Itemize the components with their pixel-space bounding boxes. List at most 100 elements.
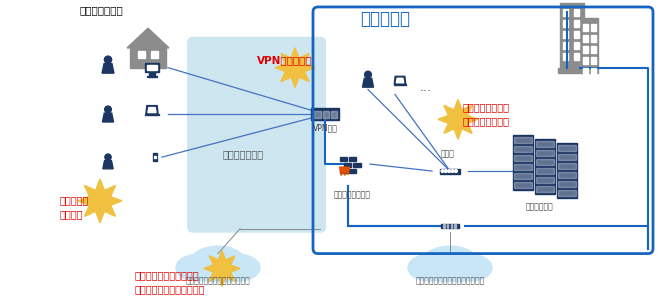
Bar: [558, 172, 576, 178]
Bar: [323, 111, 329, 118]
Bar: [563, 9, 568, 16]
Text: 社内システム: 社内システム: [526, 202, 554, 211]
Bar: [536, 150, 554, 156]
Bar: [591, 46, 596, 53]
Polygon shape: [438, 99, 478, 139]
Ellipse shape: [189, 246, 246, 281]
Text: VPN装置: VPN装置: [313, 123, 337, 132]
Polygon shape: [103, 160, 113, 169]
Bar: [331, 111, 337, 118]
Ellipse shape: [442, 261, 475, 282]
Bar: [535, 139, 555, 194]
Bar: [563, 53, 568, 60]
Bar: [443, 224, 445, 228]
Bar: [563, 20, 568, 27]
Bar: [514, 155, 532, 161]
Text: 外部サービスの利用増加
（情報漏洩リスクの増大）: 外部サービスの利用増加 （情報漏洩リスクの増大）: [135, 271, 205, 294]
Ellipse shape: [428, 261, 461, 282]
Bar: [558, 145, 576, 151]
Polygon shape: [146, 106, 158, 113]
Bar: [591, 57, 596, 64]
Circle shape: [455, 170, 457, 172]
Bar: [574, 53, 579, 60]
Bar: [451, 224, 452, 228]
Bar: [447, 224, 448, 228]
Bar: [536, 186, 554, 192]
Bar: [514, 164, 532, 170]
Polygon shape: [102, 113, 114, 122]
Bar: [536, 177, 554, 183]
Bar: [514, 182, 532, 188]
Bar: [314, 111, 321, 118]
Bar: [574, 9, 579, 16]
Bar: [137, 51, 145, 58]
Bar: [311, 108, 339, 120]
Polygon shape: [102, 64, 114, 73]
Bar: [563, 31, 568, 38]
Bar: [147, 76, 157, 77]
Circle shape: [105, 154, 111, 160]
Bar: [558, 190, 576, 196]
Text: 社内からの攻撃や
侵入後には無防備: 社内からの攻撃や 侵入後には無防備: [463, 102, 510, 126]
Bar: [560, 3, 584, 68]
Bar: [580, 18, 598, 68]
Circle shape: [451, 170, 454, 172]
Text: 境界で防御: 境界で防御: [360, 10, 410, 28]
Bar: [145, 63, 158, 73]
Bar: [442, 224, 459, 228]
Text: ファイアウォール: ファイアウォール: [333, 190, 370, 199]
Bar: [591, 24, 596, 31]
Text: インターネット: インターネット: [222, 149, 263, 159]
Ellipse shape: [218, 254, 260, 281]
Bar: [131, 48, 166, 68]
Bar: [536, 141, 554, 147]
Bar: [536, 159, 554, 165]
Circle shape: [364, 71, 372, 78]
Bar: [558, 154, 576, 160]
Ellipse shape: [176, 254, 218, 281]
Bar: [536, 168, 554, 174]
Bar: [455, 224, 456, 228]
Bar: [514, 173, 532, 179]
Ellipse shape: [211, 261, 244, 282]
Bar: [154, 156, 156, 158]
Ellipse shape: [408, 254, 450, 281]
Bar: [558, 68, 598, 73]
Bar: [557, 143, 577, 198]
Bar: [558, 163, 576, 169]
Bar: [344, 163, 351, 167]
Bar: [348, 157, 356, 161]
Bar: [150, 51, 158, 58]
Bar: [348, 169, 356, 173]
Ellipse shape: [450, 254, 492, 281]
Bar: [147, 65, 156, 70]
Bar: [558, 181, 576, 187]
Text: 社外からの
利用増加: 社外からの 利用増加: [60, 195, 89, 219]
Text: プライベート・クラウドサービス: プライベート・クラウドサービス: [415, 276, 484, 285]
Bar: [514, 137, 532, 143]
Bar: [513, 135, 533, 190]
Bar: [514, 146, 532, 152]
Bar: [574, 31, 579, 38]
Circle shape: [105, 106, 112, 113]
Bar: [583, 24, 588, 31]
Polygon shape: [340, 167, 350, 175]
Ellipse shape: [422, 246, 478, 281]
Bar: [145, 113, 158, 114]
Text: ...: ...: [420, 81, 432, 94]
Bar: [583, 57, 588, 64]
Bar: [440, 169, 460, 173]
Bar: [574, 20, 579, 27]
Polygon shape: [148, 107, 156, 113]
Circle shape: [448, 170, 451, 172]
Ellipse shape: [195, 261, 228, 282]
Bar: [591, 35, 596, 42]
Polygon shape: [396, 78, 404, 83]
Text: ルータ: ルータ: [441, 149, 455, 158]
Bar: [583, 68, 588, 75]
Circle shape: [444, 170, 447, 172]
Bar: [583, 46, 588, 53]
Text: テレワーク環境: テレワーク環境: [80, 5, 124, 15]
Bar: [353, 163, 360, 167]
Text: VPNの負荷増大: VPNの負荷増大: [257, 55, 313, 65]
